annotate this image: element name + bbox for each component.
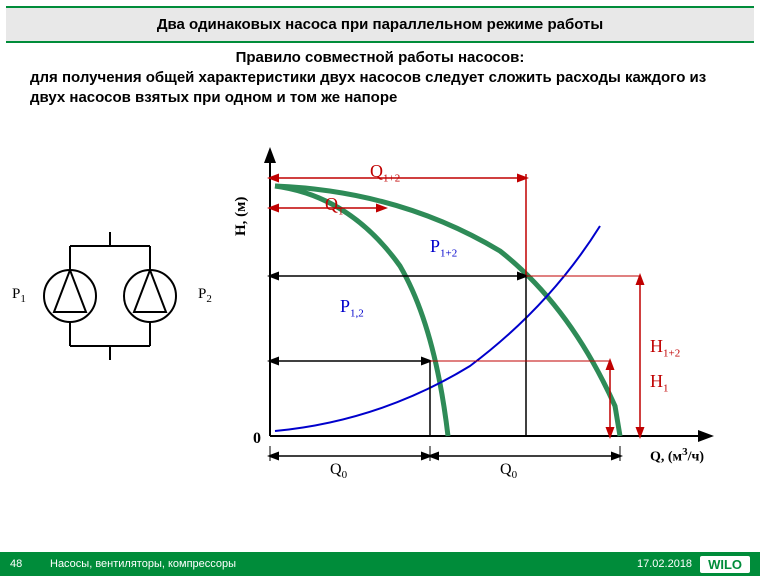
label-q1: Q1: [325, 194, 344, 218]
label-p1: P1: [12, 286, 26, 305]
label-q0-a: Q0: [330, 461, 347, 481]
label-q0-b: Q0: [500, 461, 517, 481]
footer-page: 48: [10, 558, 50, 570]
x-axis-label: Q, (м3/ч): [650, 446, 704, 466]
origin-label: 0: [253, 430, 261, 448]
label-q12: Q1+2: [370, 161, 400, 185]
label-p1-2-point: P1,2: [340, 296, 364, 320]
label-h12: H1+2: [650, 336, 680, 360]
pump-schematic: [20, 226, 190, 386]
slide-title: Два одинаковых насоса при параллельном р…: [6, 6, 754, 43]
footer: 48 Насосы, вентиляторы, компрессоры 17.0…: [0, 552, 760, 576]
label-p2: P2: [198, 286, 212, 305]
subtitle: Правило совместной работы насосов:: [0, 49, 760, 66]
footer-date: 17.02.2018: [602, 558, 692, 570]
label-p12-point: P1+2: [430, 236, 457, 260]
description: для получения общей характеристики двух …: [0, 66, 760, 109]
y-axis-label: H, (м): [233, 197, 250, 236]
chart-area: P1 P2: [0, 146, 760, 526]
footer-title: Насосы, вентиляторы, компрессоры: [50, 558, 602, 570]
label-h1: H1: [650, 371, 669, 395]
